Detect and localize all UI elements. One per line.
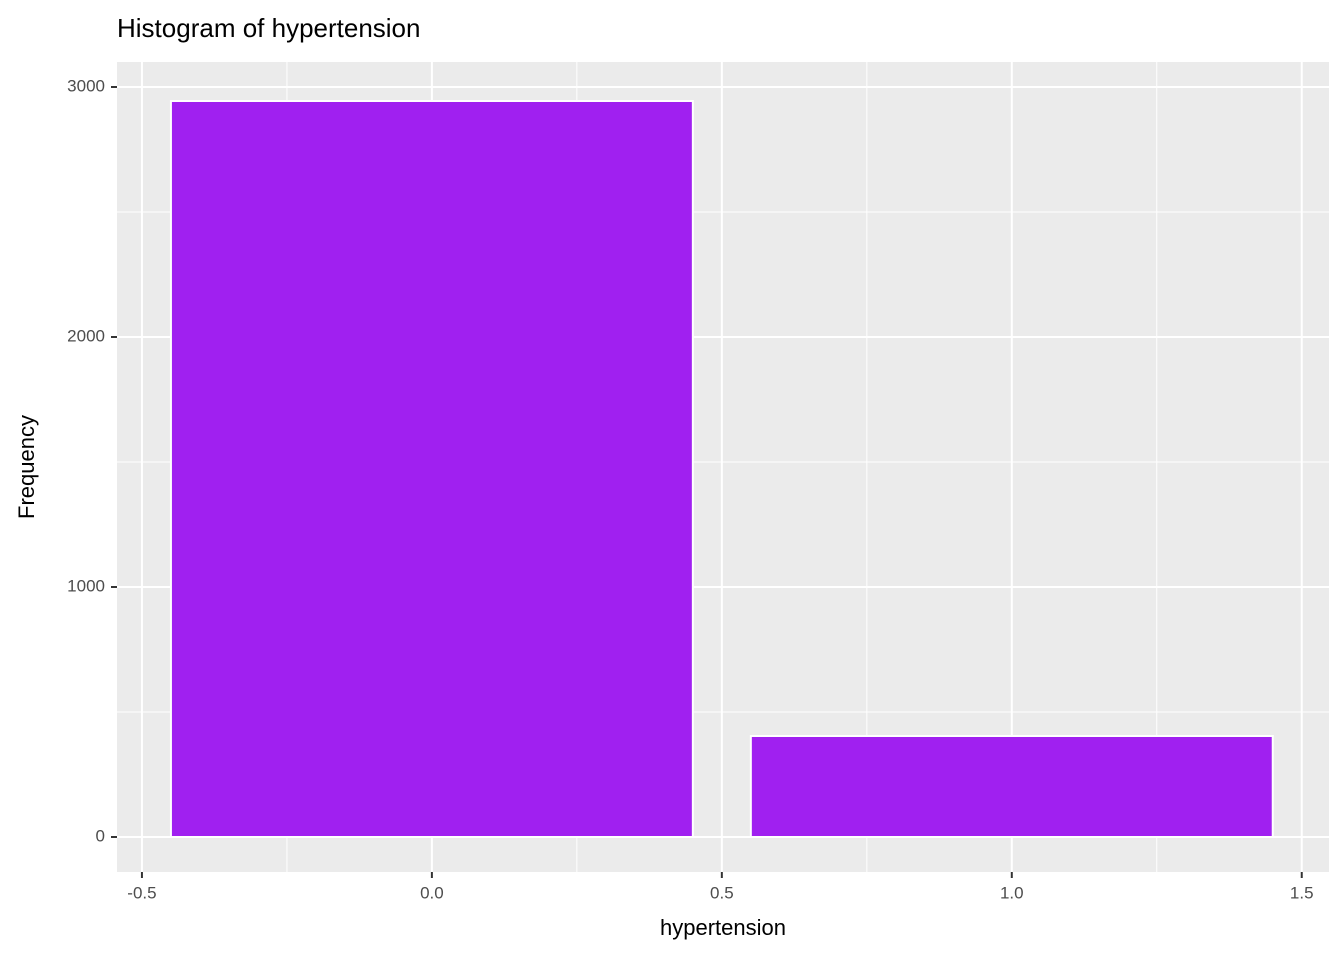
bar: [749, 735, 1274, 838]
y-tick-label: 2000: [67, 326, 105, 345]
x-tick-label: -0.5: [127, 883, 156, 902]
y-tick-label: 3000: [67, 76, 105, 95]
x-tick-label: 1.5: [1290, 883, 1314, 902]
bar: [169, 100, 694, 838]
x-tick-label: 0.5: [710, 883, 734, 902]
y-tick-label: 1000: [67, 576, 105, 595]
x-axis-title: hypertension: [660, 915, 786, 940]
x-tick-label: 0.0: [420, 883, 444, 902]
x-tick-label: 1.0: [1000, 883, 1024, 902]
chart-title: Histogram of hypertension: [117, 13, 420, 43]
y-axis-title: Frequency: [14, 415, 39, 519]
y-tick-label: 0: [96, 826, 105, 845]
